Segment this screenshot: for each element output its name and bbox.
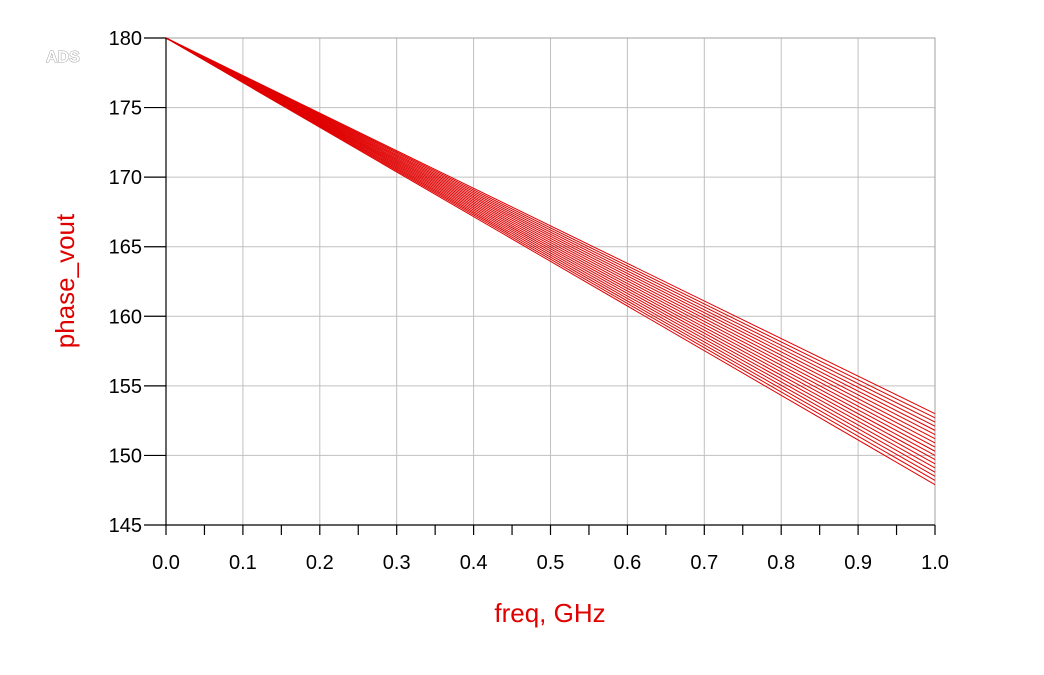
series-line-4: [165, 37, 936, 427]
y-tick-label: 175: [109, 98, 142, 120]
series-line-15: [165, 37, 936, 473]
y-tick-label: 155: [109, 376, 142, 398]
x-tick-labels: 0.0 0.1 0.2 0.3 0.4 0.5 0.6 0.7 0.8 0.9 1.0: [152, 552, 949, 574]
series-line-14: [165, 37, 936, 469]
series-line-18: [165, 37, 936, 486]
y-tick-label: 160: [109, 306, 142, 328]
x-tick-label: 0.4: [460, 552, 488, 574]
ads-brand-logo: ADS: [46, 49, 80, 66]
x-tick-label: 0.6: [613, 552, 641, 574]
series-line-17: [165, 37, 936, 481]
axes: [144, 37, 936, 535]
x-tick-label: 0.5: [537, 552, 565, 574]
y-tick-label: 165: [109, 237, 142, 259]
x-tick-label: 0.2: [306, 552, 334, 574]
y-tick-labels: 145 150 155 160 165 170 175 180: [109, 28, 142, 537]
y-tick-label: 180: [109, 28, 142, 50]
x-tick-label: 1.0: [921, 552, 949, 574]
series-line-7: [165, 37, 936, 440]
y-tick-label: 145: [109, 515, 142, 537]
series-line-11: [165, 37, 936, 456]
y-axis-title: phase_vout: [50, 213, 80, 348]
series-line-2: [165, 37, 936, 419]
y-tick-label: 170: [109, 167, 142, 189]
y-tick-label: 150: [109, 445, 142, 467]
series-line-12: [165, 37, 936, 461]
series-line-10: [165, 37, 936, 452]
series-line-8: [165, 37, 936, 444]
x-tick-label: 0.9: [844, 552, 872, 574]
series-line-1: [165, 37, 936, 415]
series-group: [165, 37, 936, 486]
series-line-9: [165, 37, 936, 448]
grid-lines: [165, 37, 936, 526]
series-line-13: [165, 37, 936, 465]
series-line-5: [165, 37, 936, 431]
series-line-16: [165, 37, 936, 477]
x-tick-label: 0.0: [152, 552, 180, 574]
x-tick-label: 0.8: [767, 552, 795, 574]
x-tick-label: 0.7: [690, 552, 718, 574]
series-line-6: [165, 37, 936, 436]
x-axis-title: freq, GHz: [494, 598, 605, 628]
series-line-3: [165, 37, 936, 423]
x-tick-label: 0.1: [229, 552, 257, 574]
x-tick-label: 0.3: [383, 552, 411, 574]
